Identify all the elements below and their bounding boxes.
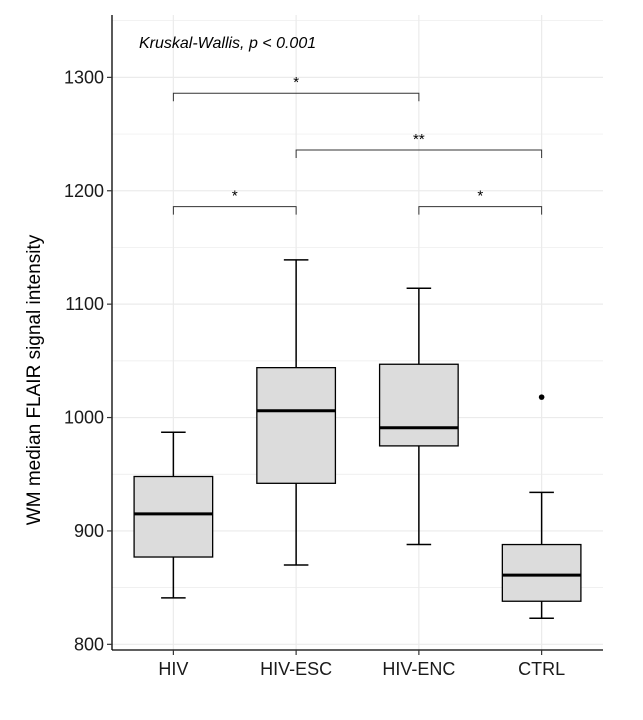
significance-bracket: * [172, 74, 420, 102]
y-axis-title: WM median FLAIR signal intensity [24, 234, 45, 525]
bracket-line [172, 206, 297, 215]
kruskal-wallis-annotation: Kruskal-Wallis, p < 0.001 [139, 35, 316, 52]
box-hiv [133, 431, 214, 599]
y-tick-label: 900 [74, 521, 104, 541]
significance-label: ** [413, 131, 425, 148]
box-hiv-enc [378, 287, 459, 546]
box-iqr [256, 367, 337, 484]
significance-label: * [293, 74, 299, 91]
significance-label: * [477, 188, 483, 205]
box-iqr [133, 475, 214, 558]
x-tick-label: HIV-ENC [382, 659, 455, 679]
y-tick-label: 800 [74, 634, 104, 654]
bracket-line [418, 206, 543, 215]
box-ctrl [501, 394, 582, 619]
y-tick-label: 1100 [65, 294, 104, 314]
boxes [133, 259, 582, 619]
axes: 800 900 1000 1100 1200 1300 HIV HIV-ESC HIV-ENC C… [64, 15, 603, 679]
y-tick-label: 1000 [64, 408, 104, 428]
significance-bracket: * [172, 188, 297, 215]
bracket-line [172, 92, 420, 102]
significance-label: * [232, 188, 238, 205]
significance-bracket: * [418, 188, 543, 215]
y-tick-label: 1200 [64, 181, 104, 201]
y-tick-label: 1300 [64, 67, 104, 87]
significance-brackets: * **** [172, 74, 543, 215]
x-tick-label: HIV [158, 659, 188, 679]
x-tick-label: CTRL [518, 659, 565, 679]
x-tick-label: HIV-ESC [260, 659, 332, 679]
significance-bracket: ** [295, 131, 543, 158]
box-iqr [378, 363, 459, 447]
box-hiv-esc [256, 259, 337, 566]
outlier-point [538, 394, 545, 400]
bracket-line [295, 149, 543, 158]
box-iqr [501, 543, 582, 602]
